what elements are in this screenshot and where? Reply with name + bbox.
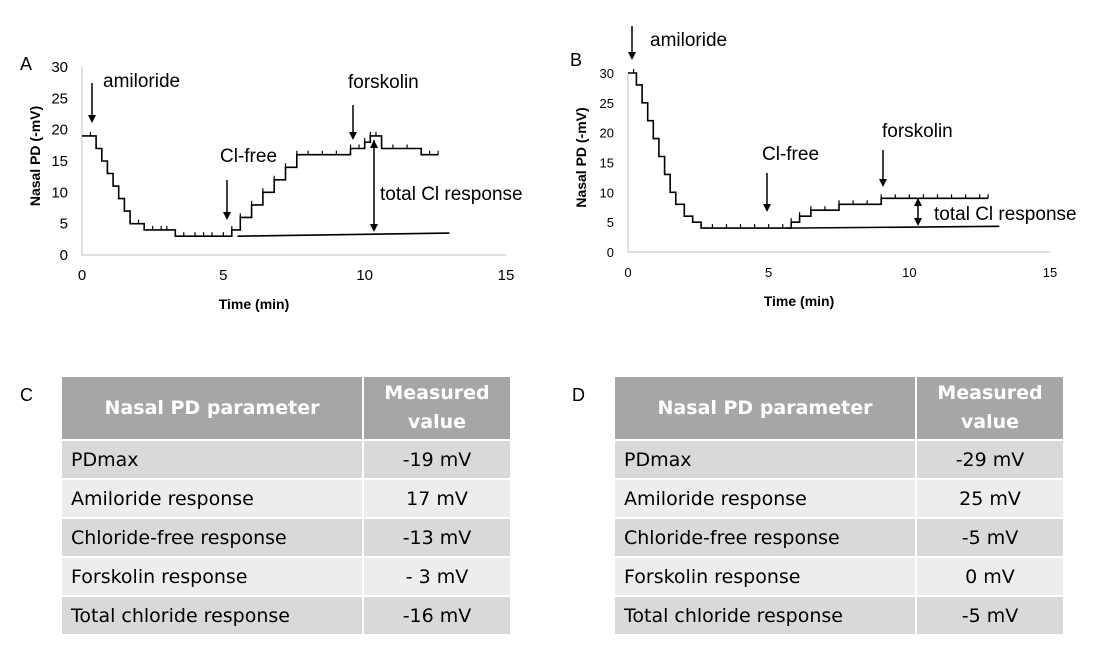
table-d-param-amiloride: Amiloride response [615, 478, 917, 517]
arrow-head-amiloride-b [628, 52, 636, 60]
panel-label-c: C [20, 385, 33, 405]
x-tick-label-a: 10 [356, 267, 373, 284]
arrow-head-forskolin-a [349, 132, 357, 140]
y-axis-label-b: Nasal PD (-mV) [573, 107, 589, 207]
y-tick-label-a: 25 [51, 90, 68, 107]
y-tick-label-a: 10 [51, 184, 68, 201]
charts-canvas: A 0 5 10 15 20 25 30 0 5 10 15 Time (min) Nasal PD (-… [20, 26, 1077, 312]
panel-label-a: A [20, 54, 32, 74]
x-tick-label-a: 0 [78, 267, 86, 284]
table-d-header-param: Nasal PD parameter [615, 377, 917, 439]
x-tick-label-b: 0 [624, 265, 631, 280]
y-tick-label-b: 5 [607, 215, 614, 230]
y-tick-label-b: 20 [600, 126, 614, 141]
arrow-head-forskolin-b [879, 179, 887, 187]
table-c: Nasal PD parameter Measured value PDmax -1… [62, 377, 510, 634]
table-d-param-chloride-free: Chloride-free response [615, 517, 917, 556]
y-tick-label-b: 10 [600, 185, 614, 200]
table-c-value-pdmax: -19 mV [364, 439, 510, 478]
arrow-head-amiloride-a [88, 115, 96, 123]
y-tick-label-a: 5 [60, 216, 68, 233]
annotation-clfree-a: Cl-free [220, 146, 277, 167]
table-c-value-forskolin: - 3 mV [364, 556, 510, 595]
x-tick-label-a: 15 [498, 267, 515, 284]
table-c-header-param: Nasal PD parameter [62, 377, 364, 439]
table-d: Nasal PD parameter Measured value PDmax -2… [615, 377, 1063, 634]
arrow-head-total-b [914, 218, 922, 226]
y-tick-label-a: 20 [51, 122, 68, 139]
table-d-value-amiloride: 25 mV [917, 478, 1063, 517]
table-d-param-pdmax: PDmax [615, 439, 917, 478]
table-row: Chloride-free response -13 mV [62, 517, 510, 556]
annotation-forskolin-a: forskolin [348, 72, 419, 93]
y-tick-label-b: 30 [600, 66, 614, 81]
annotation-total-a: total Cl response [380, 184, 523, 205]
table-d-header-value: Measured value [917, 377, 1063, 439]
table-row: Forskolin response 0 mV [615, 556, 1063, 595]
baseline-a [237, 232, 450, 237]
panel-label-b: B [570, 50, 582, 70]
panel-label-d: D [572, 385, 585, 405]
x-tick-label-b: 5 [765, 265, 772, 280]
table-c-header-row: Nasal PD parameter Measured value [62, 377, 510, 439]
y-tick-label-b: 0 [607, 245, 614, 260]
y-axis-label-a: Nasal PD (-mV) [27, 106, 43, 206]
table-c-header-value: Measured value [364, 377, 510, 439]
table-row: PDmax -29 mV [615, 439, 1063, 478]
table-d-param-forskolin: Forskolin response [615, 556, 917, 595]
table-row: PDmax -19 mV [62, 439, 510, 478]
baseline-b [785, 225, 1000, 229]
y-tick-label-a: 15 [51, 153, 68, 170]
table-d-value-chloride-free: -5 mV [917, 517, 1063, 556]
arrow-head-clfree-a [223, 212, 231, 220]
annotation-amiloride-b: amiloride [650, 30, 727, 51]
annotation-total-b: total Cl response [934, 204, 1077, 225]
table-c-value-chloride-free: -13 mV [364, 517, 510, 556]
y-tick-label-a: 30 [51, 59, 68, 76]
table-row: Amiloride response 25 mV [615, 478, 1063, 517]
table-d-header-value-line1: Measured [937, 382, 1043, 404]
y-tick-label-b: 25 [600, 96, 614, 111]
table-c-param-total-chloride: Total chloride response [62, 595, 364, 634]
y-tick-label-a: 0 [60, 247, 68, 264]
table-row: Forskolin response - 3 mV [62, 556, 510, 595]
x-axis-label-a: Time (min) [219, 296, 290, 312]
table-c-value-amiloride: 17 mV [364, 478, 510, 517]
table-c-param-forskolin: Forskolin response [62, 556, 364, 595]
table-row: Total chloride response -5 mV [615, 595, 1063, 634]
table-c-param-amiloride: Amiloride response [62, 478, 364, 517]
table-d-value-total-chloride: -5 mV [917, 595, 1063, 634]
annotation-amiloride-a: amiloride [103, 71, 180, 92]
table-d-header-row: Nasal PD parameter Measured value [615, 377, 1063, 439]
arrow-head-top-total-a [370, 140, 378, 148]
x-tick-label-b: 15 [1043, 265, 1057, 280]
table-d-value-forskolin: 0 mV [917, 556, 1063, 595]
table-row: Amiloride response 17 mV [62, 478, 510, 517]
pd-trace-a [82, 135, 439, 237]
table-d-header-value-line2: value [960, 411, 1020, 433]
table-c-param-chloride-free: Chloride-free response [62, 517, 364, 556]
x-tick-label-a: 5 [219, 267, 227, 284]
annotation-forskolin-b: forskolin [882, 121, 953, 142]
x-axis-label-b: Time (min) [764, 293, 835, 309]
table-d-param-total-chloride: Total chloride response [615, 595, 917, 634]
table-c-header-value-line2: value [407, 411, 467, 433]
annotation-clfree-b: Cl-free [762, 144, 819, 165]
arrow-head-top-total-b [914, 198, 922, 206]
table-c-value-total-chloride: -16 mV [364, 595, 510, 634]
table-c-header-value-line1: Measured [384, 382, 490, 404]
table-d-value-pdmax: -29 mV [917, 439, 1063, 478]
x-tick-label-b: 10 [902, 265, 916, 280]
arrow-head-clfree-b [763, 204, 771, 212]
y-tick-label-b: 15 [600, 156, 614, 171]
table-row: Total chloride response -16 mV [62, 595, 510, 634]
arrow-head-total-a [370, 224, 378, 232]
table-c-param-pdmax: PDmax [62, 439, 364, 478]
table-row: Chloride-free response -5 mV [615, 517, 1063, 556]
